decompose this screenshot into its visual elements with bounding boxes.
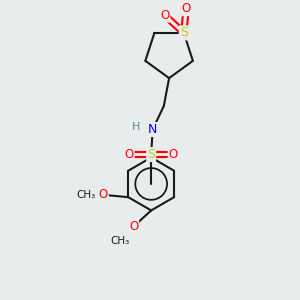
Text: O: O (99, 188, 108, 201)
Text: CH₃: CH₃ (111, 236, 130, 246)
Text: O: O (124, 148, 134, 161)
Text: O: O (129, 220, 138, 233)
Text: O: O (160, 9, 169, 22)
Text: H: H (132, 122, 141, 132)
Text: O: O (182, 2, 191, 15)
Text: N: N (148, 123, 157, 136)
Text: O: O (169, 148, 178, 161)
Text: CH₃: CH₃ (76, 190, 95, 200)
Text: S: S (180, 26, 188, 39)
Text: S: S (147, 148, 155, 161)
